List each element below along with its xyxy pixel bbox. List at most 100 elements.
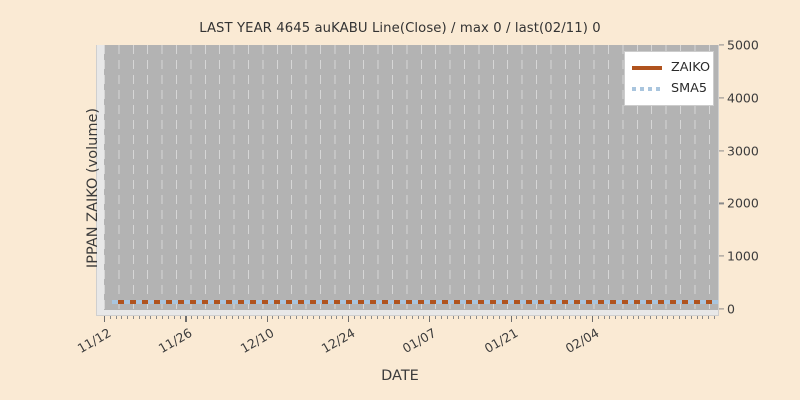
y-tick-mark (719, 44, 724, 46)
x-tick-minor (620, 316, 622, 319)
x-tick-minor (516, 316, 518, 319)
x-tick-minor (255, 316, 257, 319)
x-tick-label: 12/10 (237, 325, 277, 357)
y-tick-label: 2000 (727, 195, 759, 211)
x-tick-minor (481, 316, 483, 319)
x-tick-minor (196, 316, 198, 319)
x-tick-minor (557, 316, 559, 319)
x-tick-minor (539, 316, 541, 319)
x-tick-label: 02/04 (562, 325, 602, 357)
x-tick-minor (138, 316, 140, 319)
x-tick-minor (452, 316, 454, 319)
x-tick-minor (504, 316, 506, 319)
x-tick-label: 12/24 (318, 325, 358, 357)
x-tick-minor (644, 316, 646, 319)
x-tick-minor (115, 316, 117, 319)
x-tick-minor (127, 316, 129, 319)
x-tick-minor (580, 316, 582, 319)
x-tick-minor (469, 316, 471, 319)
x-tick-minor (342, 316, 344, 319)
x-tick-minor (417, 316, 419, 319)
x-tick-label: 11/12 (74, 325, 114, 357)
x-tick-minor (650, 316, 652, 319)
axis-spine-bottom (96, 315, 719, 317)
y-tick-label: 0 (727, 301, 735, 317)
x-tick-major (429, 316, 431, 322)
x-tick-minor (191, 316, 193, 319)
legend-swatch-zaiko-icon (632, 65, 662, 70)
x-tick-minor (661, 316, 663, 319)
x-tick-minor (179, 316, 181, 319)
x-tick-minor (690, 316, 692, 319)
x-tick-minor (225, 316, 227, 319)
x-tick-minor (394, 316, 396, 319)
x-tick-minor (307, 316, 309, 319)
x-tick-major (591, 316, 594, 322)
y-tick-label: 5000 (727, 37, 759, 53)
x-tick-minor (249, 316, 251, 319)
x-tick-minor (446, 316, 448, 319)
x-tick-minor (353, 316, 355, 319)
x-tick-minor (301, 316, 303, 319)
x-tick-major (104, 316, 106, 322)
x-tick-minor (458, 316, 460, 319)
x-tick-minor (522, 316, 524, 319)
x-tick-minor (586, 316, 588, 319)
plot-area (104, 45, 718, 310)
x-tick-minor (336, 316, 338, 319)
x-tick-minor (679, 316, 681, 319)
x-tick-major (510, 316, 512, 322)
x-tick-minor (545, 316, 547, 319)
x-tick-minor (289, 316, 291, 319)
x-axis-title: DATE (381, 368, 419, 384)
x-tick-minor (609, 316, 611, 319)
axis-spine-right (718, 45, 720, 315)
x-tick-minor (318, 316, 320, 319)
x-tick-minor (568, 316, 570, 319)
x-tick-minor (272, 316, 274, 319)
y-tick-label: 3000 (727, 143, 759, 159)
x-tick-minor (173, 316, 175, 319)
x-tick-minor (696, 316, 698, 319)
x-tick-minor (365, 316, 367, 319)
legend-label-zaiko: ZAIKO (671, 60, 711, 75)
x-tick-minor (528, 316, 530, 319)
y-tick-label: 1000 (727, 248, 759, 264)
x-tick-minor (313, 316, 315, 319)
x-tick-minor (260, 316, 262, 319)
x-tick-minor (684, 316, 686, 319)
x-tick-minor (499, 316, 500, 319)
x-tick-minor (667, 316, 669, 319)
x-tick-minor (655, 316, 657, 319)
x-tick-minor (150, 316, 152, 319)
legend-label-sma5: SMA5 (671, 81, 708, 96)
x-tick-minor (359, 316, 361, 319)
x-tick-minor (382, 316, 384, 319)
x-tick-minor (167, 316, 169, 319)
x-tick-major (347, 316, 350, 322)
x-tick-label: 11/26 (156, 325, 195, 357)
x-tick-minor (377, 316, 379, 319)
x-tick-minor (562, 316, 564, 319)
x-tick-minor (284, 316, 286, 319)
x-tick-minor (493, 316, 495, 319)
x-tick-minor (214, 316, 216, 319)
x-tick-minor (574, 316, 576, 319)
x-tick-minor (371, 316, 373, 319)
x-tick-minor (615, 316, 617, 319)
x-tick-label: 01/21 (481, 325, 521, 357)
x-tick-minor (202, 316, 204, 319)
x-tick-minor (626, 316, 628, 319)
x-tick-minor (243, 316, 245, 319)
x-tick-minor (533, 316, 535, 319)
x-tick-minor (109, 316, 111, 319)
x-tick-minor (464, 316, 466, 319)
x-tick-minor (603, 316, 605, 319)
x-tick-minor (423, 316, 425, 319)
plot-frame (96, 45, 718, 315)
x-tick-major (185, 316, 187, 322)
y-axis-title: IPPAN ZAIKO (volume) (85, 107, 101, 269)
y-tick-mark (719, 202, 724, 204)
x-tick-minor (400, 316, 402, 319)
